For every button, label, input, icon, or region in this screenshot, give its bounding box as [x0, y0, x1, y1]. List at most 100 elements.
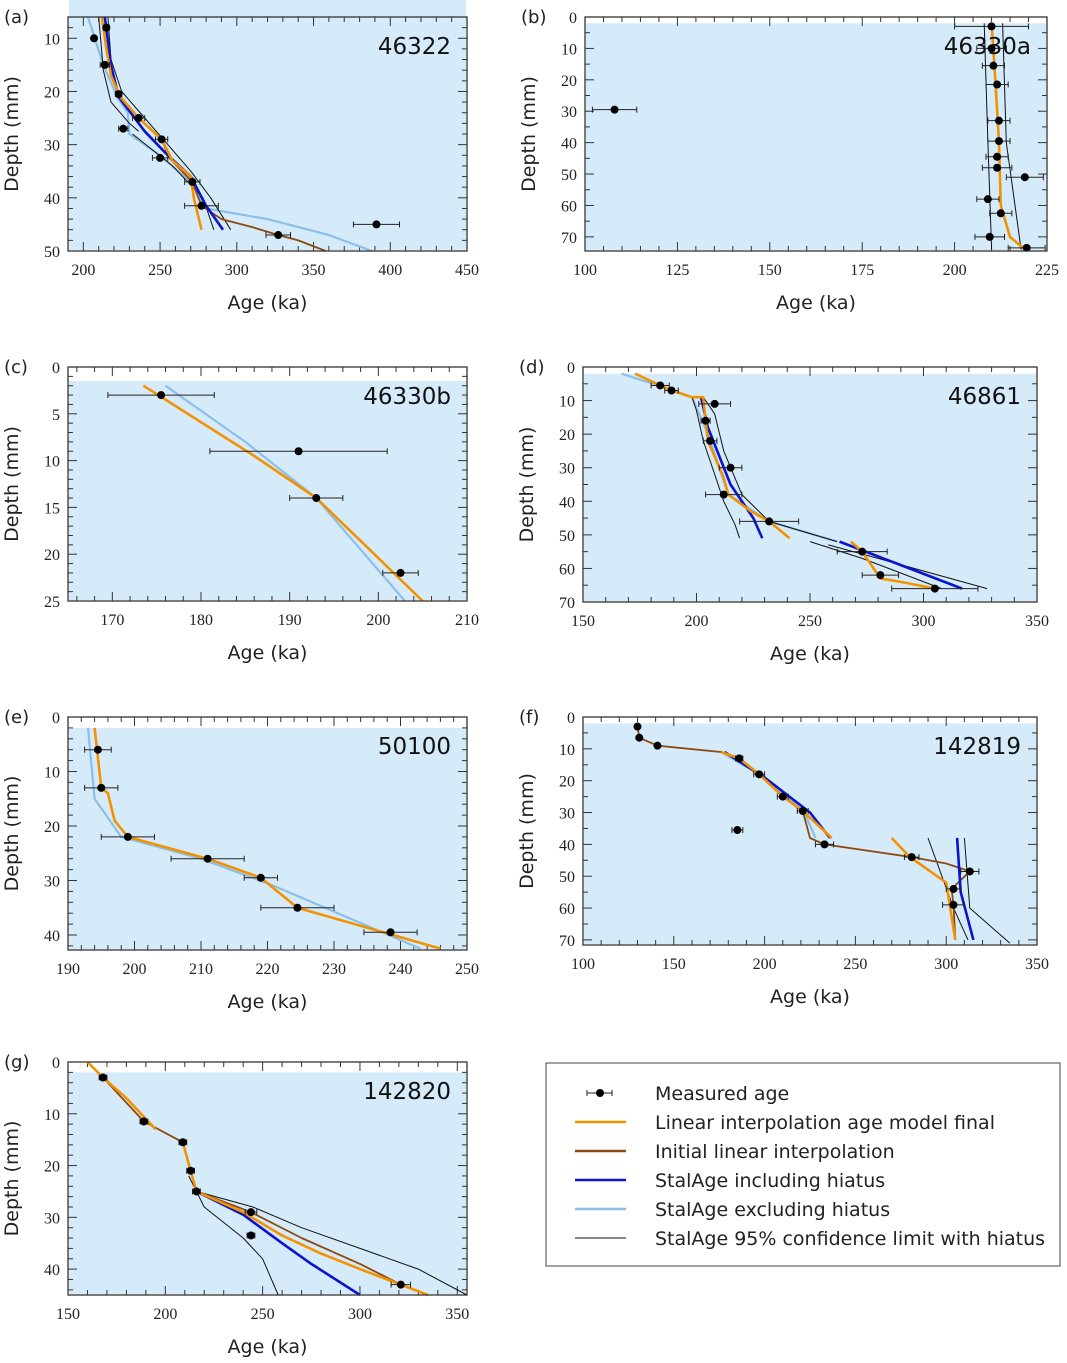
x-tick-label: 250 [148, 262, 172, 279]
data-point [755, 770, 764, 779]
data-point [157, 135, 166, 144]
data-point [1022, 243, 1031, 252]
x-tick-label: 250 [843, 956, 867, 973]
measured-age-point [1007, 243, 1046, 252]
x-tick-label: 350 [1025, 613, 1049, 630]
measured-age-point [735, 754, 744, 763]
y-tick-label: 20 [44, 1159, 60, 1176]
data-point [114, 90, 123, 99]
panel-g: 150 200 250 300 350 0 10 20 30 40 142820 (g) Age (ka… [1, 1052, 469, 1358]
x-tick-label: 180 [189, 612, 213, 629]
x-tick-label: 150 [758, 262, 782, 279]
data-point [293, 903, 302, 912]
data-point [294, 447, 303, 456]
data-point [907, 853, 916, 862]
data-point [667, 386, 676, 395]
measured-age-point [139, 1117, 149, 1126]
plot-frame [584, 16, 1048, 252]
x-tick-label: 250 [455, 961, 479, 978]
measured-age-point [976, 195, 1000, 204]
measured-age-point [192, 1187, 201, 1196]
data-point [372, 220, 381, 229]
y-axis-title: Depth (mm) [1, 426, 23, 542]
data-point [994, 116, 1003, 125]
y-tick-label: 40 [559, 494, 575, 511]
data-point [192, 1187, 201, 1196]
x-tick-label: 350 [1025, 956, 1049, 973]
measured-age-point [861, 571, 900, 580]
data-point [139, 1117, 148, 1126]
y-tick-label: 0 [567, 360, 575, 377]
measured-age-point [796, 806, 809, 815]
y-tick-label: 50 [559, 869, 575, 886]
plot-frame [67, 1061, 468, 1296]
measured-age-point [981, 61, 1005, 70]
data-point [778, 792, 787, 801]
legend-item: StalAge excluding hiatus [575, 1199, 890, 1221]
x-tick-label: 400 [378, 262, 402, 279]
x-axis-title: Age (ka) [770, 986, 850, 1008]
panel-a: 200 250 300 350 400 450 10 20 30 40 50 46322 (a) Age … [1, 0, 479, 314]
measured-age-point [960, 867, 980, 876]
y-tick-label: 30 [561, 104, 577, 121]
series-line-black [196, 1190, 468, 1296]
sample-id: 46861 [948, 384, 1021, 410]
measured-age-point [363, 928, 418, 937]
x-tick-label: 350 [302, 262, 326, 279]
panel-b: 100 125 150 175 200 225 0 10 20 30 40 50 60 70 46330a (… [518, 7, 1059, 314]
y-tick-label: 40 [44, 1262, 60, 1279]
series-line-blue [195, 1190, 361, 1297]
data-point [701, 416, 710, 425]
x-tick-label: 250 [251, 1306, 275, 1323]
data-point [186, 1166, 195, 1175]
series-line-orange [100, 16, 203, 231]
y-tick-label: 40 [559, 837, 575, 854]
data-point [99, 1073, 108, 1082]
x-tick-label: 150 [662, 956, 686, 973]
panel-d: 150 200 250 300 350 0 10 20 30 40 50 60 70 46861 (d) Ag… [516, 357, 1049, 665]
measured-age-point [591, 105, 638, 114]
shaded-background [584, 723, 1036, 944]
measured-age-point [731, 826, 744, 835]
series-line-black [963, 837, 1011, 944]
panel-label: (c) [4, 357, 28, 378]
series-line-orange [181, 1141, 429, 1297]
x-tick-label: 250 [798, 613, 822, 630]
y-tick-label: 0 [52, 1055, 60, 1072]
panel-f: 100 150 200 250 300 350 0 10 20 30 40 50 60 70 142819 (… [516, 707, 1049, 1008]
data-point [820, 840, 829, 849]
y-tick-label: 20 [559, 774, 575, 791]
measured-age-point [243, 873, 278, 882]
series-line-black [702, 396, 838, 543]
shaded-background [69, 0, 466, 250]
y-tick-label: 10 [44, 1107, 60, 1124]
measured-age-point [151, 153, 169, 162]
data-point [119, 124, 128, 133]
measured-age-point [836, 547, 888, 556]
measured-age-point [102, 23, 111, 32]
legend-label: Initial linear interpolation [655, 1141, 895, 1163]
panel-label: (g) [4, 1052, 29, 1073]
y-tick-label: 10 [44, 765, 60, 782]
legend-item: Linear interpolation age model final [575, 1112, 995, 1134]
data-point [965, 867, 974, 876]
plot-frame [582, 716, 1038, 946]
measured-age-point [989, 209, 1013, 218]
data-point [396, 568, 405, 577]
x-tick-label: 210 [189, 961, 213, 978]
measured-age-point [265, 231, 292, 240]
data-point [983, 195, 992, 204]
data-point [246, 1208, 255, 1217]
data-point [203, 854, 212, 863]
measured-age-point [981, 163, 1013, 172]
series-line-black [188, 1175, 279, 1296]
measured-age-point [705, 490, 743, 499]
x-tick-label: 190 [278, 612, 302, 629]
data-point [993, 163, 1002, 172]
series-line-orange [142, 384, 424, 602]
measured-age-point [154, 135, 169, 144]
y-tick-label: 10 [44, 454, 60, 471]
series-line-orange [990, 23, 1026, 251]
measured-age-point [987, 116, 1011, 125]
measured-age-point [739, 517, 800, 526]
